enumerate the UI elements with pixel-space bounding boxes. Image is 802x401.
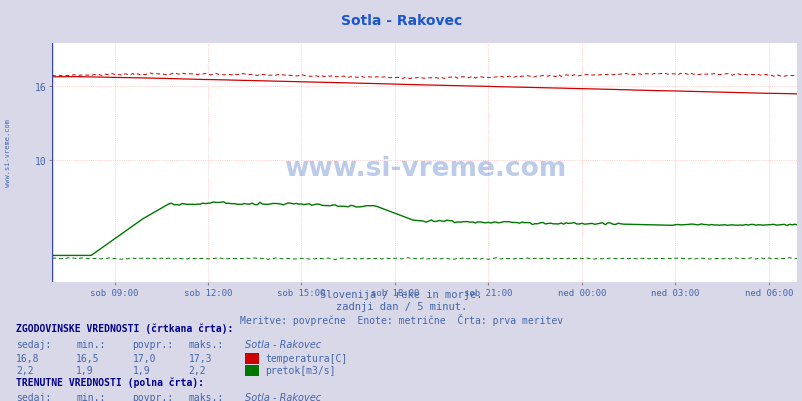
Text: 2,2: 2,2: [188, 365, 206, 375]
Text: povpr.:: povpr.:: [132, 339, 173, 349]
Text: Sotla - Rakovec: Sotla - Rakovec: [245, 339, 321, 349]
Text: www.si-vreme.com: www.si-vreme.com: [283, 155, 565, 181]
Text: Slovenija / reke in morje.: Slovenija / reke in morje.: [320, 290, 482, 300]
Text: ZGODOVINSKE VREDNOSTI (črtkana črta):: ZGODOVINSKE VREDNOSTI (črtkana črta):: [16, 323, 233, 333]
Text: 17,0: 17,0: [132, 353, 156, 363]
Text: Sotla - Rakovec: Sotla - Rakovec: [245, 392, 321, 401]
Text: temperatura[C]: temperatura[C]: [265, 353, 346, 363]
Text: 1,9: 1,9: [132, 365, 150, 375]
Text: min.:: min.:: [76, 392, 106, 401]
Text: min.:: min.:: [76, 339, 106, 349]
Text: 1,9: 1,9: [76, 365, 94, 375]
Text: Meritve: povprečne  Enote: metrične  Črta: prva meritev: Meritve: povprečne Enote: metrične Črta:…: [240, 314, 562, 326]
Text: 17,3: 17,3: [188, 353, 212, 363]
Text: www.si-vreme.com: www.si-vreme.com: [5, 118, 11, 186]
Text: sedaj:: sedaj:: [16, 392, 51, 401]
Text: TRENUTNE VREDNOSTI (polna črta):: TRENUTNE VREDNOSTI (polna črta):: [16, 377, 204, 387]
Text: pretok[m3/s]: pretok[m3/s]: [265, 365, 335, 375]
Text: povpr.:: povpr.:: [132, 392, 173, 401]
Text: maks.:: maks.:: [188, 392, 224, 401]
Text: 2,2: 2,2: [16, 365, 34, 375]
Text: maks.:: maks.:: [188, 339, 224, 349]
Text: zadnji dan / 5 minut.: zadnji dan / 5 minut.: [335, 302, 467, 312]
Text: 16,5: 16,5: [76, 353, 99, 363]
Text: sedaj:: sedaj:: [16, 339, 51, 349]
Text: Sotla - Rakovec: Sotla - Rakovec: [341, 14, 461, 28]
Text: 16,8: 16,8: [16, 353, 39, 363]
